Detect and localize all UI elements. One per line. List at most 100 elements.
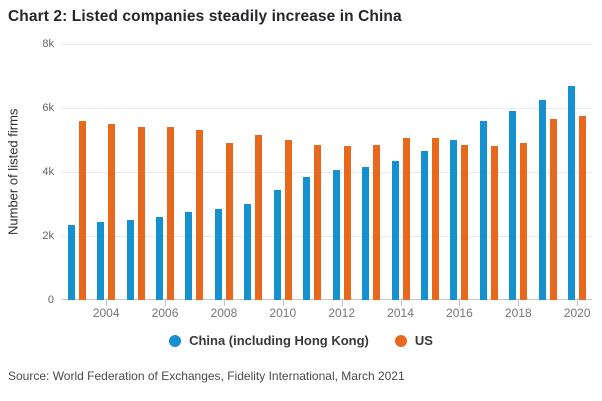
bar-us-2005 (137, 127, 145, 300)
x-tick-label: 2018 (504, 306, 532, 320)
gridline (62, 172, 592, 173)
bar-group-2008 (209, 143, 238, 300)
bar-us-2013 (373, 144, 381, 300)
legend-dot-icon (169, 334, 182, 347)
bar-group-2019 (533, 100, 562, 300)
bar-us-2018 (520, 143, 528, 300)
gridline (62, 44, 592, 45)
legend: China (including Hong Kong) US (0, 333, 602, 348)
x-tick-label: 2008 (210, 306, 238, 320)
x-tick-mark (518, 298, 520, 306)
legend-item-us: US (394, 333, 433, 348)
x-tick-mark (282, 298, 284, 306)
bar-china-2014 (391, 160, 399, 300)
bar-china-2016 (450, 140, 458, 300)
bar-group-2016 (445, 140, 474, 300)
bar-china-2019 (538, 100, 546, 300)
x-cell-2019 (533, 301, 562, 324)
bar-us-2016 (461, 144, 469, 300)
x-tick-mark (223, 298, 225, 306)
bar-group-2010 (268, 140, 297, 300)
bar-china-2018 (509, 111, 517, 300)
y-tick-label: 6k (42, 102, 54, 114)
x-cell-2006: 2006 (150, 298, 179, 324)
y-axis-tick-labels: 0 2k 4k 6k 8k (22, 38, 54, 306)
bar-group-2014 (386, 138, 415, 300)
bar-group-2012 (327, 146, 356, 300)
x-cell-2017 (474, 301, 503, 324)
x-cell-2009 (239, 301, 268, 324)
y-tick-label: 4k (42, 166, 54, 178)
x-tick-mark (459, 298, 461, 306)
x-cell-2015 (415, 301, 444, 324)
x-cell-2005 (121, 301, 150, 324)
y-axis-label: Number of listed firms (5, 108, 21, 236)
bar-china-2010 (273, 189, 281, 300)
x-cell-2016: 2016 (445, 298, 474, 324)
x-axis-line (62, 299, 592, 300)
bar-china-2006 (156, 216, 164, 300)
bar-us-2003 (78, 120, 86, 300)
bar-group-2007 (180, 130, 209, 300)
x-tick-label: 2010 (269, 306, 297, 320)
bar-us-2007 (196, 130, 204, 300)
bar-china-2011 (303, 176, 311, 300)
bar-china-2003 (67, 224, 75, 300)
x-cell-2020: 2020 (562, 298, 591, 324)
bar-group-2009 (239, 135, 268, 300)
x-tick-mark (577, 298, 579, 306)
y-tick-label: 0 (47, 294, 54, 306)
bar-china-2004 (97, 221, 105, 300)
x-tick-label: 2012 (328, 306, 355, 320)
x-cell-2014: 2014 (386, 298, 415, 324)
bar-china-2009 (244, 204, 252, 300)
bar-us-2008 (225, 143, 233, 300)
bar-china-2020 (568, 85, 576, 300)
bar-china-2013 (362, 167, 370, 300)
bar-us-2020 (579, 116, 587, 300)
source-note: Source: World Federation of Exchanges, F… (8, 369, 405, 383)
plot-area (62, 44, 592, 300)
x-axis: 2004 2006 2008 2010 2012 2014 2016 2018 2020 (62, 298, 592, 324)
x-cell-2018: 2018 (504, 298, 533, 324)
x-cell-2003 (62, 301, 91, 324)
legend-item-china: China (including Hong Kong) (169, 333, 369, 348)
bar-group-2006 (150, 127, 179, 300)
bar-china-2015 (420, 151, 428, 300)
x-tick-mark (400, 298, 402, 306)
bar-group-2011 (298, 144, 327, 300)
y-tick-label: 2k (42, 230, 54, 242)
bar-group-2018 (504, 111, 533, 300)
x-cell-2007 (180, 301, 209, 324)
bar-us-2012 (343, 146, 351, 300)
bar-us-2014 (402, 138, 410, 300)
bar-china-2017 (479, 120, 487, 300)
x-tick-label: 2020 (563, 306, 591, 320)
x-tick-mark (165, 298, 167, 306)
bar-china-2012 (332, 170, 340, 300)
chart-title: Chart 2: Listed companies steadily incre… (8, 8, 402, 25)
legend-label: China (including Hong Kong) (189, 333, 369, 348)
y-tick-label: 8k (42, 38, 54, 50)
bar-china-2005 (126, 220, 134, 300)
x-cell-2012: 2012 (327, 298, 356, 324)
bar-group-2003 (62, 120, 91, 300)
x-tick-label: 2014 (387, 306, 414, 320)
x-cell-2008: 2008 (209, 298, 238, 324)
x-tick-label: 2006 (151, 306, 179, 320)
legend-label: US (414, 333, 433, 348)
bar-group-2004 (91, 124, 120, 300)
x-tick-mark (106, 298, 108, 306)
bar-group-2020 (562, 85, 591, 300)
bar-us-2006 (167, 127, 175, 300)
bar-us-2017 (490, 146, 498, 300)
x-tick-mark (341, 298, 343, 306)
x-cell-2004: 2004 (91, 298, 120, 324)
bar-group-2017 (474, 120, 503, 300)
bar-group-2015 (415, 138, 444, 300)
bar-us-2015 (431, 138, 439, 300)
bar-us-2010 (284, 140, 292, 300)
bar-group-2013 (356, 144, 385, 300)
bar-china-2008 (214, 208, 222, 300)
